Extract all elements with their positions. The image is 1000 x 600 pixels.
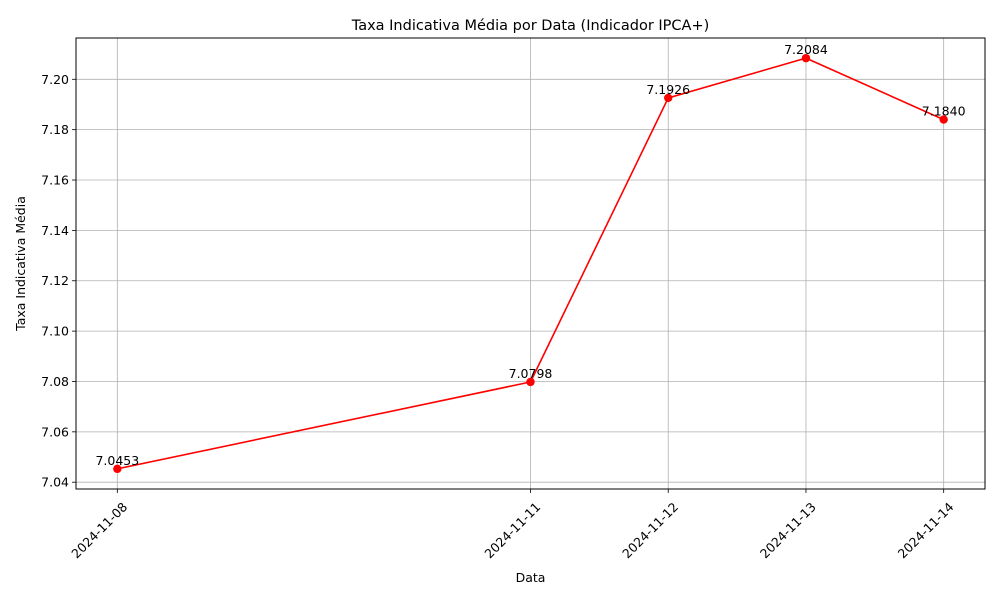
y-tick-label: 7.10 (41, 324, 69, 339)
data-labels: 7.0453 7.0798 7.1926 7.2084 7.1840 (95, 42, 965, 468)
x-tick-label: 2024-11-11 (481, 499, 543, 561)
data-label: 7.1926 (646, 82, 690, 97)
series-layer (113, 53, 948, 474)
x-axis-ticks: 2024-11-08 2024-11-11 2024-11-12 2024-11-13… (68, 489, 957, 561)
y-tick-label: 7.04 (41, 475, 69, 490)
y-tick-label: 7.06 (41, 424, 69, 439)
y-axis-ticks: 7.04 7.06 7.08 7.10 7.12 7.14 7.16 7.18 7.20 (41, 72, 76, 490)
data-label: 7.2084 (784, 42, 828, 57)
y-tick-label: 7.18 (41, 122, 69, 137)
data-label: 7.0798 (509, 366, 553, 381)
y-tick-label: 7.08 (41, 374, 69, 389)
y-tick-label: 7.14 (41, 223, 69, 238)
y-tick-label: 7.16 (41, 173, 69, 188)
x-tick-label: 2024-11-14 (895, 499, 957, 561)
chart-title: Taxa Indicativa Média por Data (Indicado… (351, 18, 710, 34)
data-label: 7.0453 (95, 453, 139, 468)
y-tick-label: 7.20 (41, 72, 69, 87)
y-axis-label: Taxa Indicativa Média (13, 196, 28, 332)
data-point (113, 464, 122, 474)
x-tick-label: 2024-11-08 (68, 499, 130, 561)
data-point (939, 115, 948, 124)
data-point (801, 53, 811, 63)
data-point (526, 377, 535, 387)
grid-lines (76, 38, 985, 489)
data-label: 7.1840 (922, 104, 966, 119)
x-tick-label: 2024-11-13 (757, 499, 819, 561)
y-tick-label: 7.12 (41, 273, 69, 288)
x-tick-label: 2024-11-12 (619, 499, 681, 561)
x-axis-label: Data (516, 570, 546, 585)
data-point (664, 93, 673, 103)
